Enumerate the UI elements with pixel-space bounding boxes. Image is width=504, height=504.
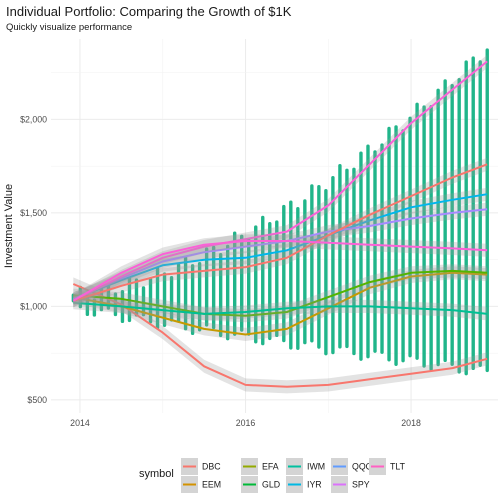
line-gld	[73, 301, 488, 315]
legend-label-dbc: DBC	[202, 462, 221, 472]
x-tick-label: 2014	[70, 418, 90, 428]
legend-label-qqq: QQQ	[352, 462, 373, 472]
ribbon-iyr	[73, 202, 488, 306]
legend-label-efa: EFA	[262, 462, 279, 472]
y-tick-label: $1,000	[20, 301, 47, 311]
y-tick-label: $500	[27, 395, 47, 405]
line-spy	[73, 163, 488, 302]
legend-label-spy: SPY	[352, 480, 370, 490]
ribbon-qqq	[73, 54, 488, 308]
line-tlt	[72, 240, 488, 302]
legend-label-eem: EEM	[202, 480, 221, 490]
y-tick-label: $2,000	[20, 114, 47, 124]
line-eem	[73, 271, 488, 336]
y-tick-label: $1,500	[20, 208, 47, 218]
line-iwm	[72, 193, 488, 300]
legend-label-iwm: IWM	[307, 462, 325, 472]
ribbon-tlt	[73, 234, 488, 308]
legend-label-iyr: IYR	[307, 480, 322, 490]
smoothed-series	[72, 54, 488, 394]
legend-title: symbol	[139, 468, 174, 480]
line-qqq	[72, 60, 488, 302]
axis-ticks: 2014 2016 2018 $500 $1,000 $1,500 $2,000	[20, 114, 421, 428]
ribbon-spy	[73, 157, 488, 308]
legend-label-gld: GLD	[262, 480, 280, 490]
x-tick-label: 2016	[236, 418, 256, 428]
y-axis-title: Investment Value	[3, 184, 15, 268]
line-dbc	[72, 283, 488, 388]
line-efa	[73, 269, 488, 317]
chart-subtitle: Quickly visualize performance	[6, 22, 132, 33]
x-tick-label: 2018	[401, 418, 421, 428]
chart-title: Individual Portfolio: Comparing the Grow…	[6, 4, 292, 19]
legend-label-tlt: TLT	[390, 462, 406, 472]
legend: DBC EEM EFA GLD IWM IYR QQQ SPY TLT	[181, 458, 406, 493]
ribbon-iwm	[73, 187, 488, 306]
